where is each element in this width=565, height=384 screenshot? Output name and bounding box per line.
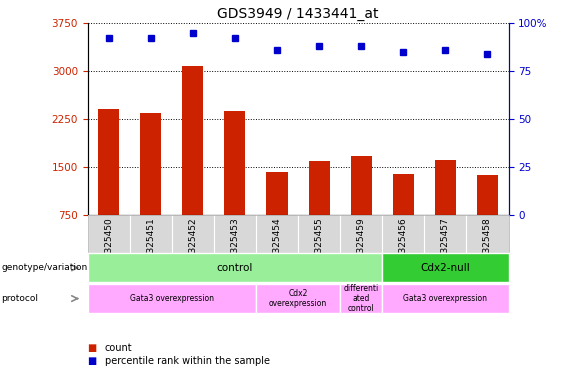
Text: Cdx2
overexpression: Cdx2 overexpression (269, 289, 327, 308)
Text: GSM325453: GSM325453 (231, 217, 240, 272)
Text: Gata3 overexpression: Gata3 overexpression (130, 294, 214, 303)
Text: GSM325454: GSM325454 (272, 217, 281, 271)
Bar (98, 109, 119, 263)
Text: GSM325458: GSM325458 (483, 217, 492, 272)
Bar (182, 66, 203, 263)
Bar (267, 172, 288, 263)
Text: GSM325457: GSM325457 (441, 217, 450, 272)
Text: count: count (105, 343, 132, 353)
Text: Cdx2-null: Cdx2-null (420, 263, 470, 273)
Bar (393, 174, 414, 263)
Text: GSM325450: GSM325450 (104, 217, 113, 272)
Text: control: control (217, 263, 253, 273)
Bar (351, 156, 372, 263)
Bar (308, 161, 329, 263)
Text: ■: ■ (88, 356, 97, 366)
Bar (477, 175, 498, 263)
Text: percentile rank within the sample: percentile rank within the sample (105, 356, 270, 366)
Text: GSM325451: GSM325451 (146, 217, 155, 272)
Text: Gata3 overexpression: Gata3 overexpression (403, 294, 488, 303)
Bar (224, 111, 245, 263)
Bar (435, 160, 456, 263)
Text: GSM325459: GSM325459 (357, 217, 366, 272)
Text: GSM325452: GSM325452 (188, 217, 197, 271)
Title: GDS3949 / 1433441_at: GDS3949 / 1433441_at (218, 7, 379, 21)
Text: differenti
ated
control: differenti ated control (344, 284, 379, 313)
Text: GSM325455: GSM325455 (315, 217, 324, 272)
Text: GSM325456: GSM325456 (399, 217, 408, 272)
Text: protocol: protocol (1, 294, 38, 303)
Text: ■: ■ (88, 343, 97, 353)
Bar (140, 113, 161, 263)
Text: genotype/variation: genotype/variation (1, 263, 88, 272)
